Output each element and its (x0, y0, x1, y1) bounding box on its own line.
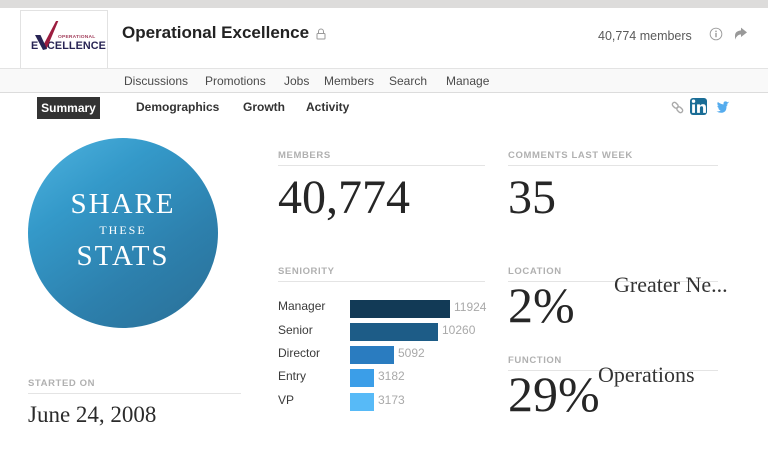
svg-text:E: E (31, 40, 38, 52)
svg-text:CELLENCE: CELLENCE (47, 40, 106, 52)
